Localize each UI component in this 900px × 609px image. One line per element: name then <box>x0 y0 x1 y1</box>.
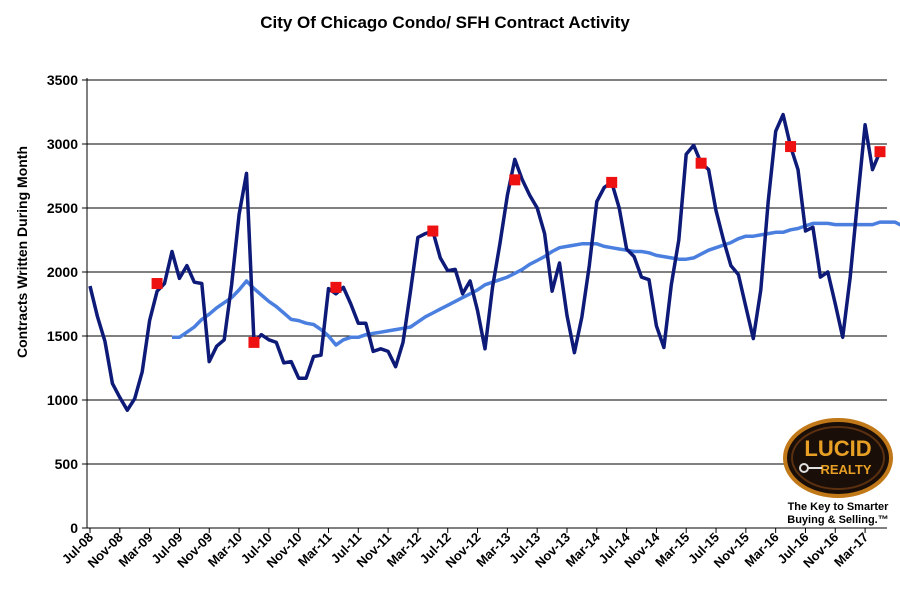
highlight-marker <box>427 225 439 237</box>
x-tick-label: Mar-12 <box>384 530 424 570</box>
highlight-marker <box>248 336 260 348</box>
logo-badge-ring <box>791 426 885 490</box>
highlight-marker <box>874 146 886 158</box>
y-tick-label: 1000 <box>47 392 78 408</box>
marker-group <box>151 141 886 348</box>
x-tick-label: Mar-11 <box>295 530 335 570</box>
highlight-marker <box>695 157 707 169</box>
series-line-average <box>172 220 900 347</box>
lucid-realty-logo: LUCID REALTY The Key to Smarter Buying &… <box>783 418 893 526</box>
logo-tagline-2: Buying & Selling.™ <box>787 514 888 526</box>
highlight-marker <box>606 176 618 188</box>
y-axis-ticks: 0 500 1000 1500 2000 2500 3000 3500 <box>47 72 87 536</box>
series-line-monthly <box>88 112 882 412</box>
highlight-marker <box>509 174 521 186</box>
logo-word-2: REALTY <box>820 462 871 477</box>
y-tick-label: 500 <box>55 456 79 472</box>
y-tick-label: 3500 <box>47 72 78 88</box>
x-tick-label: Mar-15 <box>652 530 692 570</box>
x-tick-label: Mar-13 <box>473 530 513 570</box>
x-axis-ticks: Jul-08Nov-08Mar-09Jul-09Nov-09Mar-10Jul-… <box>59 528 871 571</box>
x-tick-label: Mar-14 <box>563 529 604 570</box>
highlight-marker <box>151 278 163 290</box>
x-tick-label: Mar-10 <box>205 530 245 570</box>
y-axis-label: Contracts Written During Month <box>14 146 30 358</box>
series-group <box>88 112 900 412</box>
highlight-marker <box>785 141 797 153</box>
y-tick-label: 2000 <box>47 264 78 280</box>
y-tick-label: 2500 <box>47 200 78 216</box>
chart-title: City Of Chicago Condo/ SFH Contract Acti… <box>260 13 630 32</box>
y-tick-label: 1500 <box>47 328 78 344</box>
x-tick-label: Mar-16 <box>742 530 782 570</box>
logo-badge <box>783 418 893 498</box>
x-tick-label: Mar-09 <box>115 530 155 570</box>
y-tick-label: 3000 <box>47 136 78 152</box>
x-tick-label: Mar-17 <box>831 530 871 570</box>
logo-word: LUCID <box>804 436 871 461</box>
highlight-marker <box>330 281 342 293</box>
y-tick-label: 0 <box>70 520 78 536</box>
key-icon <box>799 463 822 473</box>
logo-tagline-1: The Key to Smarter <box>788 501 890 513</box>
gridlines <box>87 79 887 465</box>
